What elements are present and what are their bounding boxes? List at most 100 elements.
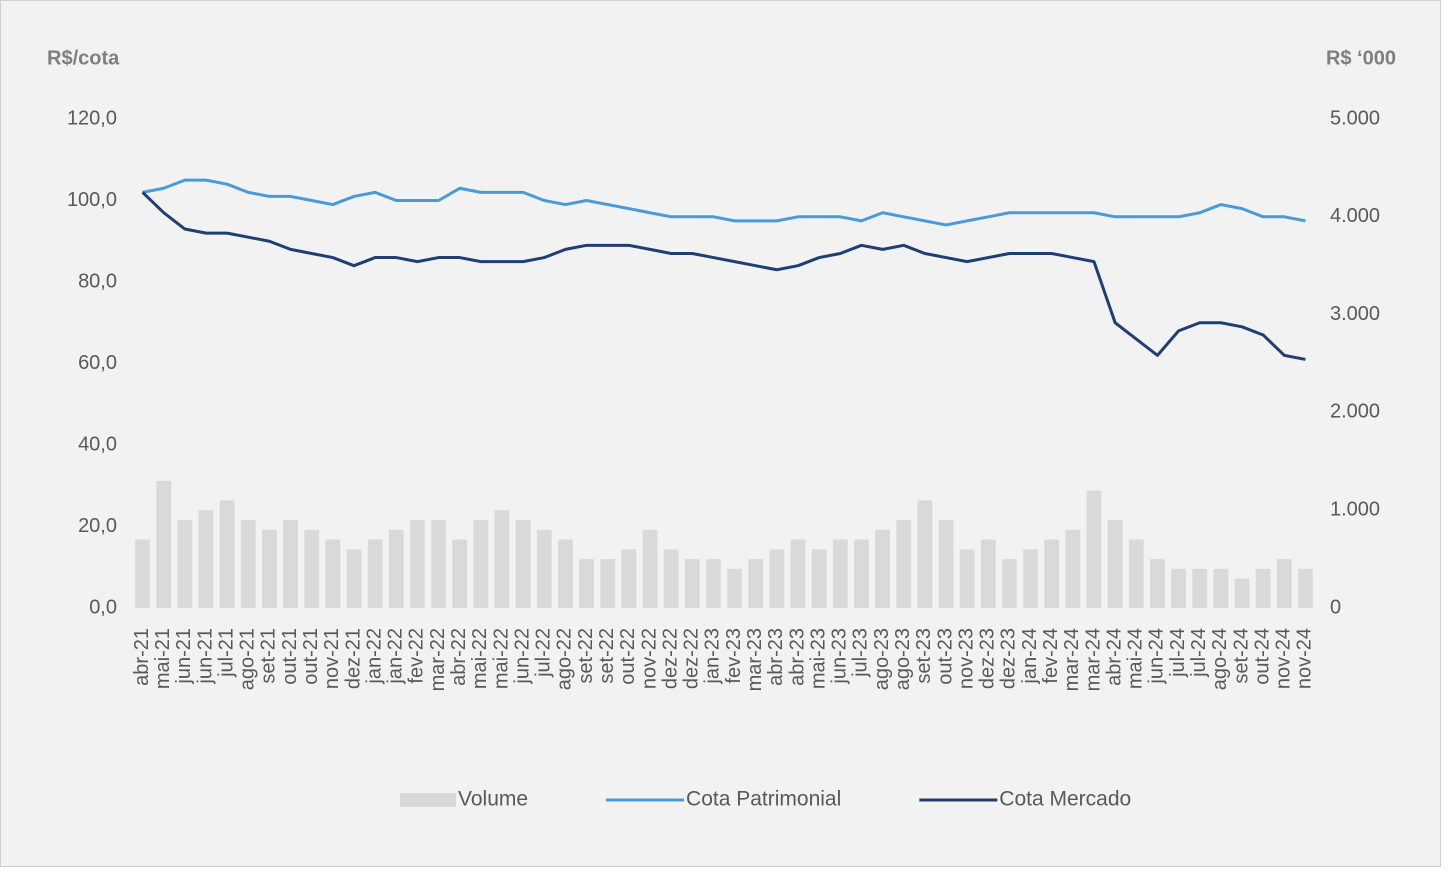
volume-bar bbox=[558, 539, 573, 608]
x-tick-label: dez-22 bbox=[659, 628, 681, 689]
x-tick-label: jan-22 bbox=[385, 628, 407, 685]
volume-bar bbox=[1255, 568, 1271, 608]
x-tick-label: mai-21 bbox=[152, 628, 174, 689]
x-tick-label: set-22 bbox=[575, 628, 597, 684]
x-tick-label: jul-22 bbox=[533, 628, 555, 678]
y-tick-label: 80,0 bbox=[78, 270, 117, 292]
volume-bar bbox=[748, 559, 764, 608]
x-tick-label: mai-22 bbox=[490, 628, 512, 689]
legend-swatch bbox=[400, 793, 456, 807]
x-tick-label: jan-23 bbox=[702, 628, 724, 685]
y-axis-title: R$/cota bbox=[47, 47, 120, 69]
x-tick-label: jun-21 bbox=[194, 628, 216, 685]
x-tick-label: dez-23 bbox=[977, 628, 999, 689]
volume-bar bbox=[198, 510, 214, 608]
y2-tick-label: 5.000 bbox=[1330, 107, 1380, 129]
x-tick-label: fev-23 bbox=[723, 628, 745, 684]
x-tick-label: fev-22 bbox=[406, 628, 428, 684]
volume-bar bbox=[473, 519, 489, 608]
x-tick-label: set-21 bbox=[258, 628, 280, 684]
legend-label: Cota Patrimonial bbox=[686, 788, 841, 811]
volume-bar bbox=[769, 549, 785, 608]
x-tick-label: out-23 bbox=[934, 628, 956, 685]
volume-bar bbox=[1023, 549, 1038, 608]
x-tick-label: dez-22 bbox=[681, 628, 703, 689]
volume-bar bbox=[621, 549, 637, 608]
y-tick-label: 60,0 bbox=[78, 352, 117, 374]
x-tick-label: out-24 bbox=[1251, 628, 1273, 685]
x-tick-label: abr-21 bbox=[131, 628, 153, 686]
volume-bar bbox=[283, 519, 298, 608]
x-tick-label: fev-24 bbox=[1040, 628, 1062, 684]
x-tick-label: out-21 bbox=[300, 628, 322, 685]
x-tick-label: mai-22 bbox=[469, 628, 491, 689]
x-tick-label: dez-23 bbox=[998, 628, 1020, 689]
x-tick-label: abr-22 bbox=[448, 628, 470, 686]
x-tick-label: abr-24 bbox=[1103, 628, 1125, 686]
volume-bar bbox=[854, 539, 869, 608]
x-tick-label: jul-21 bbox=[215, 628, 237, 678]
x-tick-label: set-22 bbox=[596, 628, 618, 684]
x-tick-label: ago-21 bbox=[237, 628, 259, 690]
x-tick-label: nov-24 bbox=[1273, 628, 1295, 689]
legend-label: Cota Mercado bbox=[999, 788, 1131, 811]
volume-bar bbox=[790, 539, 806, 608]
volume-bar bbox=[959, 549, 975, 608]
volume-bar bbox=[431, 519, 446, 608]
volume-bar bbox=[642, 529, 658, 608]
volume-bar bbox=[875, 529, 890, 608]
x-tick-label: nov-21 bbox=[321, 628, 343, 689]
x-tick-label: out-21 bbox=[279, 628, 301, 685]
x-tick-label: mai-24 bbox=[1125, 628, 1147, 689]
volume-bar bbox=[325, 539, 341, 608]
volume-bar bbox=[917, 500, 933, 608]
x-tick-label: jun-24 bbox=[1146, 628, 1168, 685]
volume-bar bbox=[1298, 568, 1313, 608]
volume-bar bbox=[156, 480, 172, 608]
volume-bar bbox=[1065, 529, 1081, 608]
volume-bar bbox=[600, 559, 616, 608]
volume-bar bbox=[727, 568, 742, 608]
volume-bar bbox=[896, 519, 912, 608]
y-tick-label: 120,0 bbox=[67, 107, 117, 129]
legend-label: Volume bbox=[458, 788, 528, 811]
volume-bar bbox=[1150, 559, 1165, 608]
volume-bar bbox=[579, 559, 594, 608]
x-tick-label: mar-23 bbox=[744, 628, 766, 691]
volume-bar bbox=[1213, 568, 1229, 608]
volume-bar bbox=[494, 510, 510, 608]
x-tick-label: jun-21 bbox=[173, 628, 195, 685]
y2-tick-label: 0 bbox=[1330, 596, 1341, 618]
x-tick-label: abr-23 bbox=[765, 628, 787, 686]
y2-tick-label: 3.000 bbox=[1330, 303, 1380, 325]
y2-axis-title: R$ ‘000 bbox=[1326, 47, 1396, 69]
x-tick-label: ago-23 bbox=[871, 628, 893, 690]
volume-bar bbox=[1107, 519, 1123, 608]
volume-bar bbox=[1171, 568, 1186, 608]
volume-bar bbox=[536, 529, 552, 608]
y-tick-label: 20,0 bbox=[78, 515, 117, 537]
volume-bar bbox=[346, 549, 362, 608]
x-tick-label: mar-22 bbox=[427, 628, 449, 691]
x-tick-label: set-23 bbox=[913, 628, 935, 684]
x-tick-label: mar-24 bbox=[1061, 628, 1083, 691]
y-tick-label: 100,0 bbox=[67, 189, 117, 211]
volume-bar bbox=[219, 500, 235, 608]
volume-bar bbox=[1086, 490, 1102, 608]
x-tick-label: abr-23 bbox=[786, 628, 808, 686]
x-tick-label: jan-24 bbox=[1019, 628, 1041, 685]
x-tick-label: ago-23 bbox=[892, 628, 914, 690]
volume-bar bbox=[452, 539, 468, 608]
x-tick-label: mai-23 bbox=[807, 628, 829, 689]
volume-bar bbox=[262, 529, 277, 608]
x-tick-label: dez-21 bbox=[342, 628, 364, 689]
volume-bar bbox=[811, 549, 827, 608]
volume-bar bbox=[1276, 559, 1292, 608]
volume-bar bbox=[388, 529, 404, 608]
x-tick-label: nov-22 bbox=[638, 628, 660, 689]
volume-bar bbox=[706, 559, 721, 608]
volume-bar bbox=[1002, 559, 1017, 608]
volume-bar bbox=[1128, 539, 1144, 608]
